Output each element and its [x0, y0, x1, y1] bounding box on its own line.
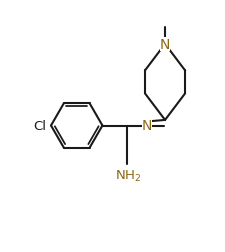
- Text: N: N: [142, 119, 152, 133]
- Text: Cl: Cl: [34, 119, 47, 133]
- Text: NH$_2$: NH$_2$: [115, 168, 141, 183]
- Text: N: N: [160, 38, 170, 52]
